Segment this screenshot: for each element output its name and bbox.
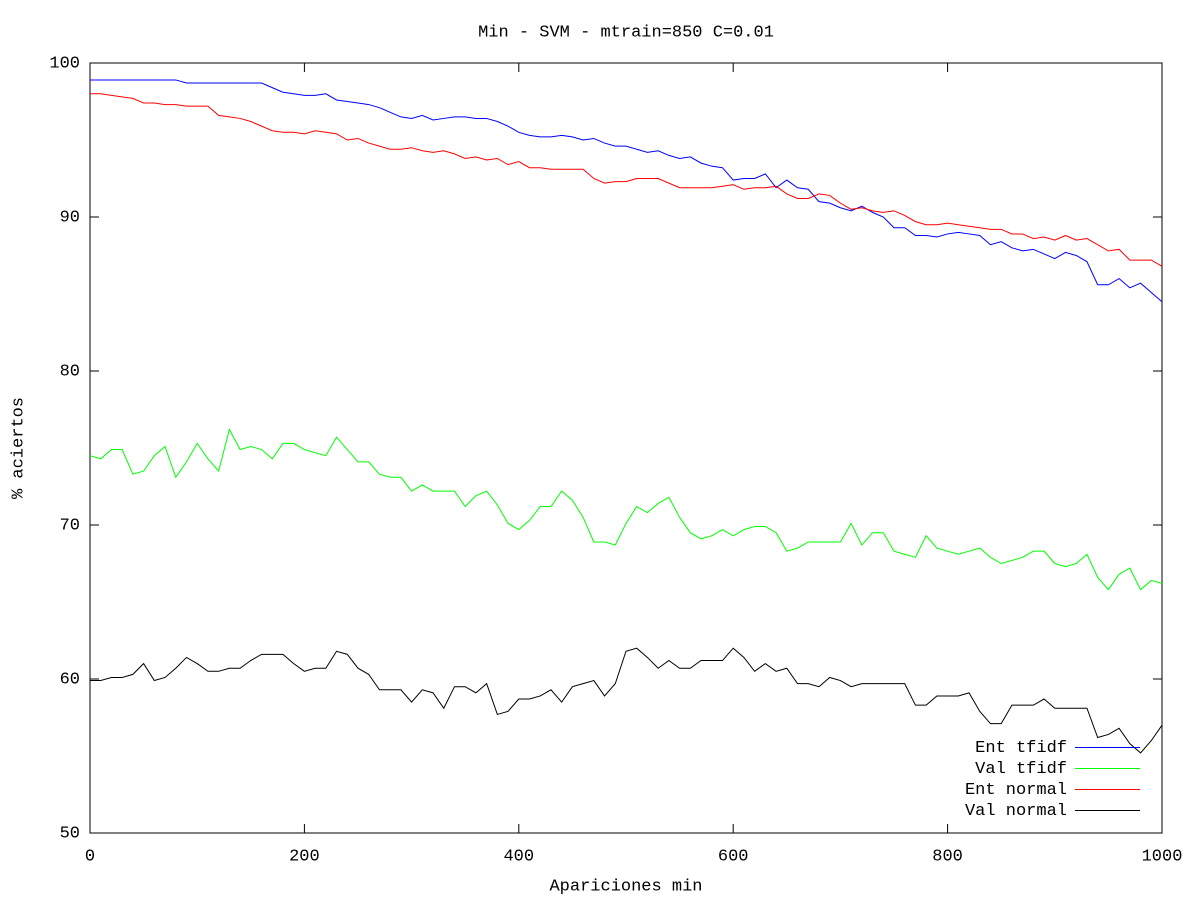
line-series [90, 79, 1163, 303]
x-tick-label: 0 [85, 847, 95, 866]
y-tick-label: 70 [60, 516, 80, 535]
plot-border [89, 62, 1163, 834]
y-tick-label: 80 [60, 362, 80, 381]
line-series [90, 93, 1163, 267]
y-tick-label: 50 [60, 824, 80, 843]
x-tick-label: 400 [503, 847, 534, 866]
y-tick-label: 60 [60, 670, 80, 689]
y-axis-label: % aciertos [9, 397, 28, 499]
x-tick-label: 1000 [1142, 847, 1183, 866]
y-tick-label: 90 [60, 208, 80, 227]
legend-label: Val normal [965, 802, 1067, 821]
legend-label: Ent normal [965, 781, 1067, 800]
line-series [90, 647, 1163, 754]
x-tick-label: 200 [289, 847, 320, 866]
y-tick-label: 100 [49, 54, 80, 73]
legend-label: Ent tfidf [975, 739, 1067, 758]
x-tick-label: 800 [932, 847, 963, 866]
chart-title: Min - SVM - mtrain=850 C=0.01 [478, 23, 774, 42]
x-axis-label: Apariciones min [549, 877, 702, 896]
x-tick-label: 600 [718, 847, 749, 866]
legend-label: Val tfidf [975, 760, 1067, 779]
line-series [89, 428, 1163, 591]
